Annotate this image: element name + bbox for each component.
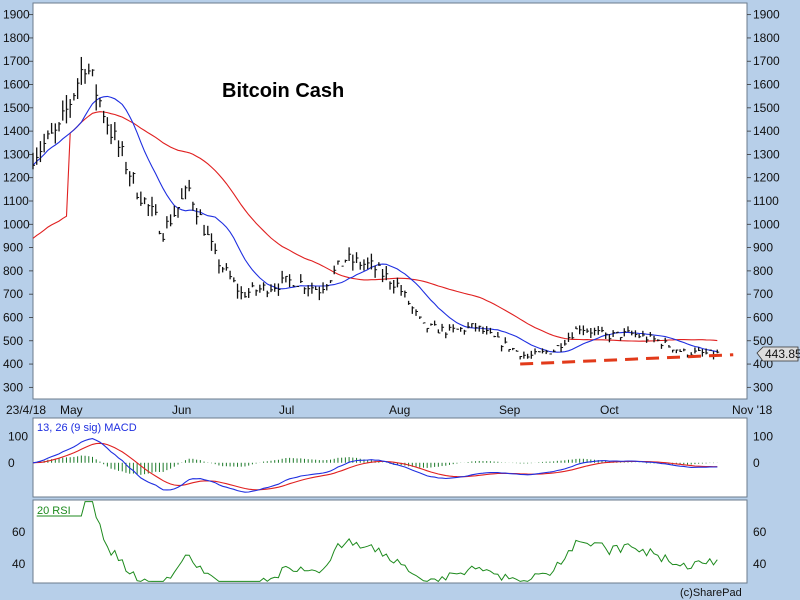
chart-title: Bitcoin Cash — [222, 80, 344, 102]
macd-plot-area — [32, 417, 748, 498]
y-tick-label: 700 — [753, 287, 773, 301]
x-tick-label: Jul — [279, 403, 294, 417]
x-tick-label: Oct — [600, 403, 619, 417]
rsi-label: 20 RSI — [37, 505, 71, 517]
macd-y-axis: 100 100 0 0 — [8, 429, 773, 469]
y-tick-label: 600 — [3, 310, 23, 324]
date-axis: 23/4/18 May Jun Jul Aug Sep Oct Nov '18 — [6, 403, 773, 417]
macd-signal-line — [32, 442, 718, 491]
y-tick-label: 1400 — [753, 124, 780, 138]
support-trendline — [520, 353, 734, 366]
y-tick-label: 1300 — [3, 147, 30, 161]
y-tick-label: 1800 — [3, 31, 30, 45]
x-tick-label: 23/4/18 — [6, 403, 46, 417]
macd-tick-label: 0 — [8, 456, 15, 470]
y-tick-label: 1200 — [753, 171, 780, 185]
x-tick-label: Nov '18 — [732, 403, 773, 417]
y-tick-label: 400 — [3, 357, 23, 371]
rsi-line — [36, 501, 718, 583]
signal-path — [32, 442, 718, 491]
price-y-axis-left: 1900 1800 1700 1600 1500 1400 1300 1200 1100 1000… — [3, 8, 33, 394]
price-y-axis-right: 1900 1800 1700 1600 1500 1400 1300 1200 1100 1000… — [747, 8, 780, 394]
price-plot-area — [32, 2, 748, 400]
x-tick-label: Jun — [172, 403, 191, 417]
y-tick-label: 600 — [753, 310, 773, 324]
y-tick-label: 800 — [3, 264, 23, 278]
y-tick-label: 500 — [3, 334, 23, 348]
y-tick-label: 1300 — [753, 147, 780, 161]
macd-path — [32, 438, 718, 493]
y-tick-label: 500 — [753, 334, 773, 348]
macd-label: 13, 26 (9 sig) MACD — [37, 422, 137, 434]
y-tick-label: 300 — [753, 380, 773, 394]
y-tick-label: 1200 — [3, 171, 30, 185]
y-tick-label: 800 — [753, 264, 773, 278]
price-panel: 1900 1800 1700 1600 1500 1400 1300 1200 1100 1000… — [3, 2, 800, 400]
rsi-tick-label: 60 — [12, 525, 26, 539]
support-dashed-line — [520, 353, 734, 366]
y-tick-label: 700 — [3, 287, 23, 301]
rsi-path — [36, 501, 718, 583]
x-tick-label: Aug — [389, 403, 410, 417]
slow-ma-line — [32, 111, 718, 342]
y-tick-label: 1000 — [3, 217, 30, 231]
y-tick-label: 900 — [753, 241, 773, 255]
y-tick-label: 1900 — [753, 8, 780, 22]
macd-tick-label: 100 — [753, 429, 773, 443]
y-tick-label: 900 — [3, 241, 23, 255]
rsi-tick-label: 40 — [12, 557, 26, 571]
y-tick-label: 1500 — [753, 101, 780, 115]
y-tick-label: 1500 — [3, 101, 30, 115]
macd-tick-label: 100 — [8, 429, 28, 443]
y-tick-label: 1900 — [3, 8, 30, 22]
y-tick-label: 1600 — [753, 78, 780, 92]
macd-tick-label: 0 — [753, 456, 760, 470]
slow-moving-average — [32, 111, 718, 342]
rsi-tick-label: 40 — [753, 557, 767, 571]
current-price-label: 443.85 — [765, 347, 800, 361]
y-tick-label: 1400 — [3, 124, 30, 138]
rsi-panel: 60 60 40 40 20 RSI — [12, 499, 767, 584]
y-tick-label: 1700 — [3, 54, 30, 68]
rsi-y-axis: 60 60 40 40 — [12, 525, 767, 571]
price-bars — [32, 56, 720, 360]
rsi-tick-label: 60 — [753, 525, 767, 539]
copyright-credit: (c)SharePad — [680, 587, 742, 599]
x-tick-label: Sep — [499, 403, 521, 417]
y-tick-label: 1700 — [753, 54, 780, 68]
macd-line — [32, 438, 718, 493]
y-tick-label: 1100 — [3, 194, 29, 208]
current-price-tag: 443.85 — [756, 346, 800, 362]
x-tick-label: May — [60, 403, 83, 417]
y-tick-label: 1600 — [3, 78, 30, 92]
macd-panel: 100 100 0 0 13, 26 (9 sig) MACD — [8, 417, 773, 498]
rsi-plot-area — [32, 499, 748, 584]
y-tick-label: 1100 — [753, 194, 779, 208]
y-tick-label: 1800 — [753, 31, 780, 45]
y-tick-label: 300 — [3, 380, 23, 394]
y-tick-label: 1000 — [753, 217, 780, 231]
